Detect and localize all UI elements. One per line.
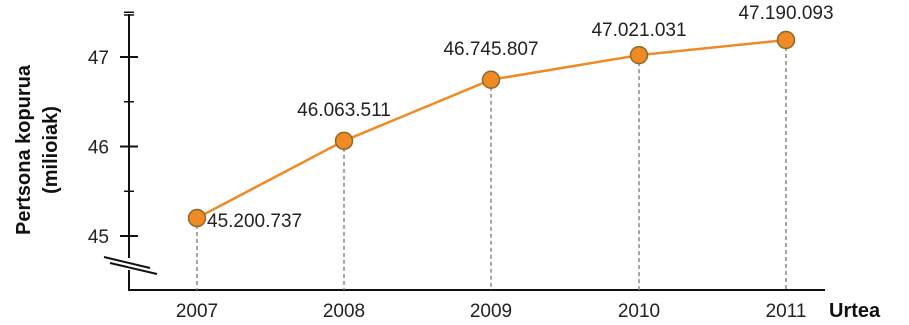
x-tick-label: 2008 — [323, 301, 365, 322]
y-tick-label: 47 — [88, 48, 109, 69]
axis-break-icon-2 — [109, 262, 158, 275]
x-tick-labels: 2007 2008 2009 2010 2011 — [176, 301, 807, 322]
data-point — [334, 131, 354, 151]
data-label: 46.745.807 — [443, 39, 538, 60]
data-label: 47.021.031 — [591, 20, 686, 41]
drop-lines — [196, 39, 787, 290]
x-tick-label: 2010 — [618, 301, 660, 322]
data-point — [481, 70, 501, 90]
y-axis-title-line1: Pertsona kopurua — [13, 64, 35, 235]
y-axis: 45 46 47 — [88, 11, 158, 290]
data-point — [187, 208, 207, 228]
y-tick-label: 46 — [88, 138, 109, 159]
data-label: 46.063.511 — [297, 100, 391, 121]
axis-break-icon — [103, 256, 151, 269]
y-tick-label: 45 — [88, 227, 109, 248]
data-label: 47.190.093 — [738, 3, 833, 24]
data-labels: 45.200.737 46.063.511 46.745.807 47.021.031… — [207, 3, 834, 232]
data-point — [776, 30, 796, 50]
x-tick-label: 2009 — [470, 301, 512, 322]
data-point — [629, 45, 649, 65]
x-tick-label: 2011 — [766, 301, 807, 322]
y-axis-title-line2: (milioiak) — [40, 106, 62, 194]
y-major-ticks: 45 46 47 — [88, 48, 138, 248]
x-axis-title: Urtea — [829, 300, 881, 322]
y-minor-ticks — [124, 11, 134, 192]
x-tick-label: 2007 — [176, 301, 218, 322]
data-label: 45.200.737 — [207, 211, 302, 232]
markers — [187, 30, 796, 228]
